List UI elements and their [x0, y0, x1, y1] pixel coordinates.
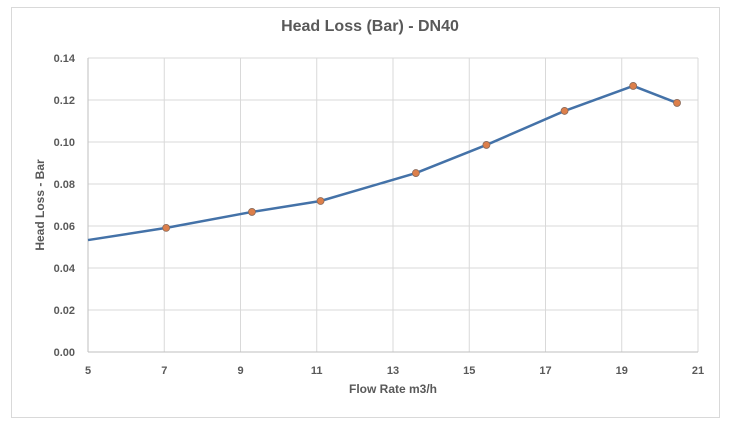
data-point-marker	[162, 223, 171, 232]
y-axis-label: Head Loss - Bar	[33, 159, 47, 251]
y-axis-ticks: 0.00 0.02 0.04 0.06 0.08 0.10 0.12 0.14	[54, 53, 76, 359]
data-point-marker	[482, 141, 491, 149]
chart-frame	[11, 7, 720, 418]
chart-title: Head Loss (Bar) - DN40	[281, 18, 459, 35]
x-tick-label: 5	[85, 365, 91, 377]
data-point-marker	[629, 82, 638, 90]
data-point-marker	[673, 99, 681, 107]
x-tick-label: 17	[539, 365, 551, 377]
y-tick-label: 0.08	[54, 179, 75, 191]
x-tick-label: 7	[161, 365, 167, 377]
x-tick-label: 11	[311, 365, 323, 377]
data-point-marker	[411, 169, 420, 177]
data-point-marker	[560, 107, 569, 115]
y-tick-label: 0.06	[54, 221, 75, 233]
x-tick-label: 13	[387, 365, 399, 377]
series-line	[87, 84, 678, 242]
y-tick-label: 0.10	[54, 137, 75, 149]
data-series	[87, 82, 681, 242]
y-tick-label: 0.04	[54, 263, 76, 275]
gridlines	[87, 57, 699, 353]
y-tick-label: 0.14	[54, 53, 76, 65]
y-tick-label: 0.12	[54, 95, 75, 107]
x-tick-label: 21	[692, 365, 704, 377]
data-point-marker	[248, 208, 256, 216]
data-point-marker	[316, 197, 325, 205]
y-tick-label: 0.00	[54, 347, 75, 359]
x-axis-ticks: 5 7 9 11 13 15 17 19 21	[85, 365, 704, 377]
x-axis-label: Flow Rate m3/h	[349, 382, 437, 396]
x-tick-label: 9	[237, 365, 243, 377]
y-tick-label: 0.02	[54, 305, 75, 317]
x-tick-label: 19	[616, 365, 628, 377]
x-tick-label: 15	[463, 365, 475, 377]
